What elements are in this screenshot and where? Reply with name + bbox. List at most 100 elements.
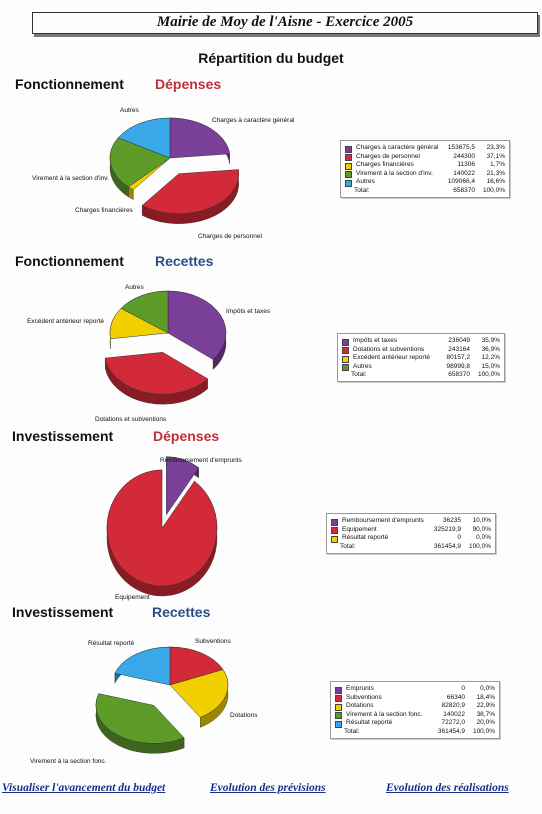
legend-value: 325219,9 bbox=[433, 525, 461, 533]
legend-label: Excédent antérieur reporté bbox=[353, 354, 430, 361]
legend-swatch bbox=[345, 171, 352, 178]
legend-swatch bbox=[331, 527, 338, 534]
chart-legend: Emprunts 0 0,0% Subventions 66340 18,4% Dotati… bbox=[330, 681, 500, 739]
slice-label: Impôts et taxes bbox=[226, 308, 271, 315]
legend-total-row: Total: 658370 100,0% bbox=[345, 187, 505, 195]
legend-percent: 0,0% bbox=[480, 685, 495, 692]
legend-total-label: Total: bbox=[340, 542, 356, 550]
legend-value: 98999,8 bbox=[446, 362, 471, 370]
legend-row: Virement à la section d'inv. 140022 21,3% bbox=[345, 169, 505, 178]
legend-percent: 36,9% bbox=[481, 345, 500, 353]
section-heading: Fonctionnement bbox=[15, 253, 124, 269]
legend-row: Charges financières 11306 1,7% bbox=[345, 161, 505, 170]
pie-slice-equipement bbox=[106, 469, 218, 587]
legend-value: 11306 bbox=[457, 161, 475, 168]
slice-label: Charges financières bbox=[75, 207, 134, 214]
legend-swatch bbox=[345, 179, 352, 187]
legend-swatch bbox=[345, 162, 352, 170]
legend-label: Equipement bbox=[342, 525, 377, 533]
legend-value: 243164 bbox=[448, 345, 470, 353]
legend-total-percent: 100,0% bbox=[472, 727, 495, 735]
legend-swatch bbox=[335, 695, 342, 702]
legend-label: Dotations et subventions bbox=[353, 345, 425, 353]
legend-row: Remboursement d'emprunts 36235 10,0% bbox=[331, 517, 491, 526]
pie-chart-fonctionnement-recettes: Impôts et taxes Dotations et subventions E… bbox=[0, 275, 542, 435]
pie-chart-investissement-recettes: Subventions Dotations Virement à la sectio… bbox=[0, 625, 542, 775]
section-heading: Investissement bbox=[12, 428, 114, 444]
legend-row: Résultat reporté 72272,0 20,0% bbox=[335, 719, 495, 728]
legend-row: Dotations et subventions 243164 36,9% bbox=[342, 345, 500, 354]
page-subtitle: Répartition du budget bbox=[198, 50, 344, 66]
legend-label: Remboursement d'emprunts bbox=[342, 517, 424, 524]
legend-total-value: 361454,9 bbox=[437, 727, 465, 735]
section-kind: Dépenses bbox=[155, 76, 222, 92]
legend-label: Virement à la section fonc. bbox=[346, 710, 423, 718]
link-evolution-realisations[interactable]: Evolution des réalisations bbox=[386, 782, 509, 794]
link-avancement-budget[interactable]: Visualiser l'avancement du budget bbox=[2, 782, 166, 794]
legend-label: Autres bbox=[356, 178, 375, 185]
legend-swatch bbox=[335, 703, 342, 711]
legend-value: 153675,5 bbox=[447, 144, 475, 151]
legend-swatch bbox=[342, 338, 349, 346]
pie-slice-autres bbox=[120, 290, 169, 334]
legend-percent: 22,9% bbox=[476, 702, 495, 709]
legend-percent: 0,0% bbox=[476, 534, 491, 541]
legend-total-value: 658370 bbox=[448, 371, 470, 378]
legend-percent: 38,7% bbox=[476, 710, 495, 718]
legend-swatch bbox=[331, 535, 338, 543]
legend-value: 244300 bbox=[453, 152, 475, 160]
legend-swatch bbox=[342, 364, 349, 371]
legend-value: 236049 bbox=[448, 337, 470, 344]
legend-row: Dotations 82820,9 22,9% bbox=[335, 702, 495, 711]
legend-label: Subventions bbox=[346, 693, 382, 701]
legend-label: Emprunts bbox=[346, 685, 374, 692]
legend-total-label: Total: bbox=[351, 371, 367, 378]
slice-label: Autres bbox=[125, 284, 145, 291]
legend-row: Excédent antérieur reporté 80157,2 12,2% bbox=[342, 354, 500, 363]
legend-total-label: Total: bbox=[354, 186, 370, 194]
legend-percent: 21,3% bbox=[486, 169, 505, 177]
legend-value: 109066,4 bbox=[447, 178, 475, 185]
legend-label: Résultat reporté bbox=[346, 719, 393, 726]
legend-value: 0 bbox=[461, 685, 465, 692]
pie-slice-virement-la-section-d-inv- bbox=[109, 137, 171, 188]
legend-label: Virement à la section d'inv. bbox=[356, 169, 433, 177]
pie-chart-fonctionnement-depenses: Charges à caractère général Charges de pe… bbox=[0, 100, 542, 260]
legend-total-percent: 100,0% bbox=[468, 542, 491, 550]
legend-percent: 15,0% bbox=[481, 362, 500, 370]
chart-legend: Impôts et taxes 236049 35,9% Dotations et s… bbox=[337, 333, 505, 382]
slice-label: Dotations et subventions bbox=[95, 416, 167, 423]
legend-percent: 20,0% bbox=[476, 719, 495, 726]
legend-percent: 10,0% bbox=[472, 517, 491, 524]
chart-legend: Remboursement d'emprunts 36235 10,0% Equipe… bbox=[326, 513, 496, 554]
page-title: Mairie de Moy de l'Aisne - Exercice 2005 bbox=[32, 12, 538, 34]
legend-label: Charges financières bbox=[356, 161, 414, 168]
legend-label: Impôts et taxes bbox=[353, 337, 398, 344]
legend-row: Autres 98999,8 15,0% bbox=[342, 362, 500, 371]
legend-row: Impôts et taxes 236049 35,9% bbox=[342, 337, 500, 346]
pie-slice-dotations bbox=[169, 669, 229, 718]
chart-legend: Charges à caractère général 153675,5 23,3%… bbox=[340, 140, 510, 198]
pie-svg: Impôts et taxes Dotations et subventions E… bbox=[27, 284, 271, 423]
slice-label: Equipement bbox=[115, 594, 150, 601]
legend-percent: 23,3% bbox=[486, 144, 505, 151]
legend-swatch bbox=[335, 686, 342, 694]
legend-swatch bbox=[345, 154, 352, 161]
legend-row: Virement à la section fonc. 140022 38,7% bbox=[335, 710, 495, 719]
legend-label: Dotations bbox=[346, 702, 374, 709]
section-kind: Recettes bbox=[155, 253, 214, 269]
slice-label: Résultat reporté bbox=[88, 640, 135, 647]
legend-percent: 18,4% bbox=[476, 693, 495, 701]
slice-label: Charges à caractère général bbox=[212, 117, 295, 124]
legend-total-label: Total: bbox=[344, 727, 360, 735]
legend-value: 72272,0 bbox=[441, 719, 466, 726]
pie-slice-r-sultat-report- bbox=[114, 646, 171, 686]
link-evolution-previsions[interactable]: Evolution des prévisions bbox=[210, 782, 326, 794]
legend-swatch bbox=[331, 518, 338, 526]
legend-row: Subventions 66340 18,4% bbox=[335, 693, 495, 702]
pie-svg: Charges à caractère général Charges de pe… bbox=[32, 107, 295, 240]
legend-percent: 12,2% bbox=[481, 354, 500, 361]
slice-label: Excédent antérieur reporté bbox=[27, 318, 104, 325]
pie-svg: Subventions Dotations Virement à la sectio… bbox=[30, 638, 258, 765]
pie-slice-subventions bbox=[169, 646, 224, 686]
